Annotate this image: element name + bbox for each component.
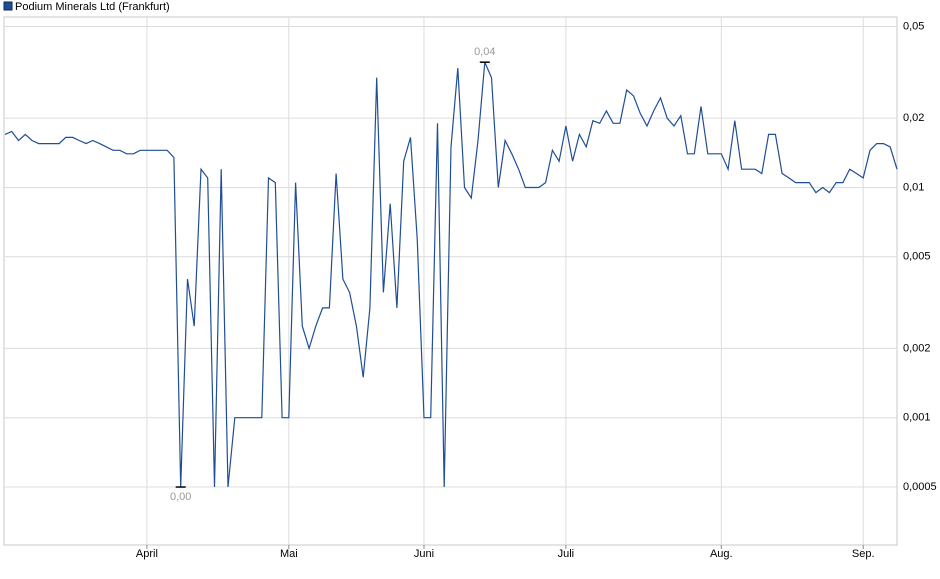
y-tick-label: 0,02 xyxy=(903,112,924,124)
extreme-label: 0,04 xyxy=(474,46,495,58)
x-tick-label: Mai xyxy=(280,548,298,560)
x-tick-label: Juni xyxy=(414,548,434,560)
x-tick-label: Juli xyxy=(558,548,575,560)
y-tick-label: 0,05 xyxy=(903,20,924,32)
legend-label: Podium Minerals Ltd (Frankfurt) xyxy=(15,1,170,13)
x-tick-label: April xyxy=(136,548,158,560)
y-tick-label: 0,002 xyxy=(903,342,931,354)
extreme-label: 0,00 xyxy=(170,491,191,503)
y-tick-label: 0,001 xyxy=(903,412,931,424)
x-tick-label: Aug. xyxy=(710,548,733,560)
y-tick-label: 0,0005 xyxy=(903,481,937,493)
legend-swatch xyxy=(3,1,13,11)
plot-frame xyxy=(3,16,898,546)
y-tick-label: 0,01 xyxy=(903,181,924,193)
price-line xyxy=(4,61,898,488)
x-tick-label: Sep. xyxy=(852,548,875,560)
y-tick-label: 0,005 xyxy=(903,251,931,263)
